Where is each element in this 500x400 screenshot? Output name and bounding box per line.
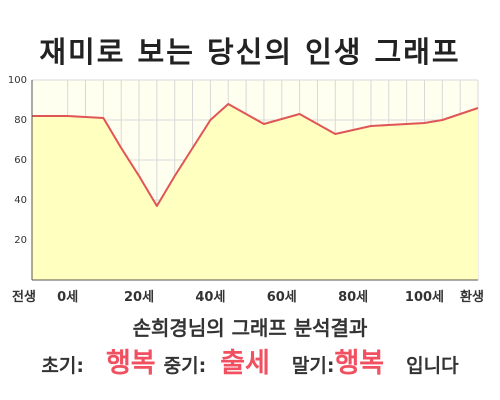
- x-tick-label: 40세: [195, 290, 225, 305]
- middle-stage-label: 중기:: [163, 355, 207, 377]
- result-ending: 입니다: [406, 355, 459, 377]
- early-stage-value: 행복: [105, 348, 156, 379]
- y-tick-label: 80: [14, 115, 27, 126]
- late-stage-label: 말기:: [291, 355, 335, 377]
- y-tick-label: 40: [14, 195, 27, 206]
- early-stage-label: 초기:: [41, 355, 84, 377]
- late-stage-value: 행복: [334, 348, 385, 379]
- x-tick-label: 환생: [460, 289, 484, 305]
- x-tick-label: 60세: [267, 290, 297, 305]
- analysis-result-title: 손희경님의 그래프 분석결과: [132, 316, 368, 340]
- page-title: 재미로 보는 당신의 인생 그래프: [39, 35, 461, 69]
- x-tick-label: 0세: [57, 290, 78, 305]
- x-tick-label: 100세: [405, 290, 444, 305]
- series-line: [32, 103, 479, 207]
- analysis-result-line: 초기: 행복 중기: 출세 말기:행복 입니다: [0, 344, 500, 384]
- x-tick-label: 20세: [124, 290, 154, 305]
- y-tick-label: 100: [8, 75, 27, 86]
- x-tick-label: 전생: [12, 289, 36, 305]
- x-tick-label: 80세: [338, 290, 368, 305]
- middle-stage-value: 출세: [220, 348, 270, 379]
- y-tick-label: 20: [14, 235, 27, 246]
- y-tick-label: 60: [14, 155, 27, 166]
- series-area: [32, 104, 478, 280]
